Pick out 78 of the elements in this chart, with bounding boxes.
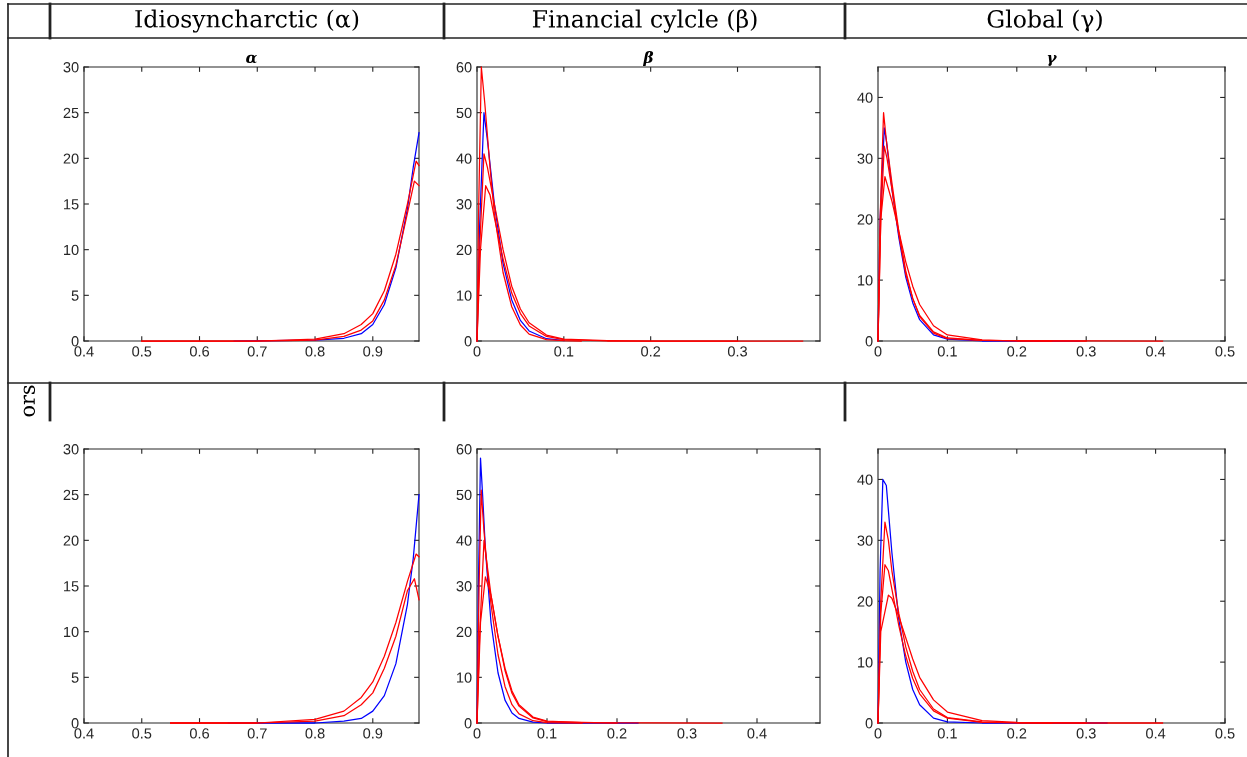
x-tick-label: 0.5 bbox=[132, 346, 152, 357]
y-tick-label: 10 bbox=[64, 244, 79, 256]
x-tick-label: 0.6 bbox=[189, 346, 210, 357]
y-tick-label: 30 bbox=[63, 444, 79, 455]
x-tick-label: 0.1 bbox=[537, 728, 557, 739]
x-tick-label: 0.7 bbox=[247, 728, 267, 739]
y-tick-label: 20 bbox=[857, 214, 873, 225]
x-tick-label: 0.9 bbox=[363, 346, 383, 357]
y-tick-label: 30 bbox=[63, 62, 79, 73]
x-tick-label: 0.5 bbox=[132, 728, 152, 739]
x-tick-label: 0.3 bbox=[727, 346, 747, 357]
y-tick-label: 40 bbox=[857, 474, 873, 485]
y-tick-label: 40 bbox=[456, 535, 472, 546]
x-tick-label: 0.2 bbox=[1007, 728, 1027, 739]
y-tick-label: 30 bbox=[857, 153, 873, 164]
text: Idiosyncharctic (α) bbox=[135, 9, 359, 33]
x-tick-label: 0.8 bbox=[305, 728, 325, 739]
y-tick-label: 25 bbox=[63, 489, 79, 501]
y-tick-label: 20 bbox=[456, 626, 472, 638]
x-tick-label: 0.1 bbox=[554, 346, 574, 357]
text: Global (γ) bbox=[987, 9, 1102, 33]
y-tick-label: 10 bbox=[457, 290, 472, 301]
x-tick-label: 0.3 bbox=[1076, 728, 1096, 739]
chart-title: α bbox=[246, 54, 258, 64]
y-tick-label: 10 bbox=[457, 672, 472, 683]
y-tick-label: 10 bbox=[858, 275, 873, 286]
x-tick-label: 0 bbox=[874, 346, 882, 357]
y-tick-label: 20 bbox=[63, 153, 79, 164]
x-tick-label: 0.6 bbox=[189, 728, 210, 739]
x-tick-label: 0.3 bbox=[1076, 346, 1096, 357]
chart-title: γ bbox=[1047, 54, 1057, 67]
x-tick-label: 0.8 bbox=[305, 346, 325, 357]
text: ors bbox=[23, 385, 36, 417]
x-tick-label: 0 bbox=[473, 346, 481, 357]
x-tick-label: 0 bbox=[473, 728, 481, 739]
y-tick-label: 0 bbox=[865, 336, 873, 347]
y-tick-label: 60 bbox=[456, 444, 472, 455]
x-tick-label: 0.2 bbox=[641, 346, 661, 357]
x-tick-label: 0.4 bbox=[74, 728, 94, 739]
x-tick-label: 0.2 bbox=[1007, 346, 1027, 357]
y-tick-label: 5 bbox=[71, 672, 79, 683]
y-tick-label: 15 bbox=[64, 199, 79, 210]
x-tick-label: 0.2 bbox=[607, 728, 627, 739]
y-tick-label: 0 bbox=[71, 336, 79, 347]
y-tick-label: 40 bbox=[456, 153, 472, 164]
x-tick-label: 0.5 bbox=[1215, 346, 1235, 357]
x-tick-label: 0.1 bbox=[937, 346, 957, 357]
y-tick-label: 5 bbox=[71, 290, 79, 301]
y-tick-label: 30 bbox=[456, 581, 472, 592]
y-tick-label: 10 bbox=[858, 657, 873, 668]
y-tick-label: 0 bbox=[464, 336, 472, 347]
y-tick-label: 10 bbox=[64, 626, 79, 638]
y-tick-label: 60 bbox=[456, 62, 472, 73]
y-tick-label: 0 bbox=[71, 718, 79, 729]
y-tick-label: 40 bbox=[857, 92, 873, 103]
x-tick-label: 0.4 bbox=[74, 346, 94, 357]
x-tick-label: 0.4 bbox=[1146, 728, 1166, 739]
y-tick-label: 50 bbox=[456, 107, 472, 119]
x-tick-label: 0.5 bbox=[1215, 728, 1235, 739]
y-tick-label: 0 bbox=[865, 718, 873, 729]
text: Financial cylcle (β) bbox=[532, 9, 757, 33]
y-tick-label: 15 bbox=[64, 581, 79, 592]
y-tick-label: 25 bbox=[63, 107, 79, 119]
x-tick-label: 0 bbox=[874, 728, 882, 739]
x-tick-label: 0.9 bbox=[363, 728, 383, 739]
y-tick-label: 30 bbox=[857, 535, 873, 546]
chart-title: β bbox=[642, 51, 654, 67]
y-tick-label: 20 bbox=[456, 244, 472, 256]
x-tick-label: 0.1 bbox=[937, 728, 957, 739]
y-tick-label: 30 bbox=[456, 199, 472, 210]
y-tick-label: 20 bbox=[857, 596, 873, 607]
x-tick-label: 0.3 bbox=[677, 728, 697, 739]
y-tick-label: 50 bbox=[456, 489, 472, 501]
x-tick-label: 0.7 bbox=[247, 346, 267, 357]
x-tick-label: 0.4 bbox=[747, 728, 767, 739]
y-tick-label: 20 bbox=[63, 535, 79, 546]
y-tick-label: 0 bbox=[464, 718, 472, 729]
x-tick-label: 0.4 bbox=[1146, 346, 1166, 357]
